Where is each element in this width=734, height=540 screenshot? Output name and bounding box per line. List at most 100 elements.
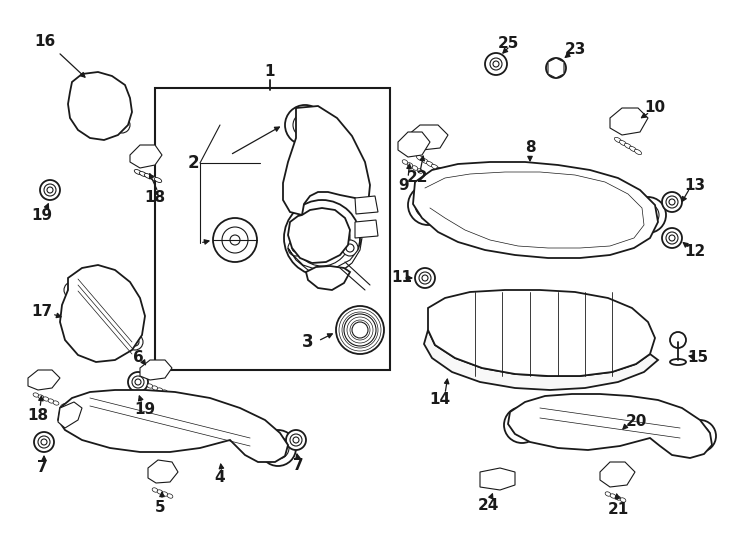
Polygon shape: [398, 132, 430, 157]
Ellipse shape: [167, 494, 172, 498]
Text: 12: 12: [684, 245, 705, 260]
Circle shape: [630, 197, 666, 233]
Circle shape: [44, 184, 56, 196]
Ellipse shape: [33, 393, 39, 397]
Circle shape: [300, 120, 310, 130]
Ellipse shape: [421, 158, 429, 164]
Polygon shape: [28, 370, 60, 390]
Ellipse shape: [157, 490, 163, 494]
Circle shape: [114, 117, 130, 133]
Ellipse shape: [629, 146, 636, 152]
Polygon shape: [508, 394, 712, 458]
Circle shape: [485, 53, 507, 75]
Text: 19: 19: [32, 207, 53, 222]
Circle shape: [131, 338, 139, 346]
Ellipse shape: [634, 150, 642, 154]
Circle shape: [364, 199, 376, 211]
Circle shape: [38, 436, 50, 448]
Polygon shape: [306, 266, 350, 290]
Ellipse shape: [413, 166, 418, 170]
Ellipse shape: [670, 359, 686, 365]
Circle shape: [352, 322, 368, 338]
Text: 2: 2: [187, 154, 199, 172]
Circle shape: [47, 187, 53, 193]
Circle shape: [670, 332, 686, 348]
Text: 15: 15: [688, 350, 708, 366]
Circle shape: [222, 227, 248, 253]
Ellipse shape: [154, 178, 161, 183]
Text: 23: 23: [564, 43, 586, 57]
Circle shape: [127, 334, 143, 350]
Text: 10: 10: [644, 100, 666, 116]
Ellipse shape: [551, 202, 579, 218]
Ellipse shape: [620, 498, 626, 502]
Circle shape: [213, 218, 257, 262]
Circle shape: [493, 218, 507, 232]
Ellipse shape: [407, 163, 413, 167]
Text: 24: 24: [477, 498, 498, 514]
Text: 11: 11: [391, 271, 413, 286]
Circle shape: [666, 196, 678, 208]
Text: 14: 14: [429, 393, 451, 408]
Text: 20: 20: [625, 415, 647, 429]
Circle shape: [419, 272, 431, 284]
Circle shape: [643, 210, 653, 220]
Circle shape: [662, 228, 682, 248]
Polygon shape: [355, 220, 378, 238]
Circle shape: [118, 121, 126, 129]
Polygon shape: [58, 402, 82, 428]
Text: 16: 16: [34, 35, 56, 50]
Circle shape: [267, 437, 289, 459]
Circle shape: [336, 306, 384, 354]
Circle shape: [690, 426, 710, 446]
Text: 4: 4: [214, 470, 225, 485]
Ellipse shape: [152, 488, 158, 492]
Ellipse shape: [83, 94, 97, 106]
Text: 18: 18: [145, 191, 166, 206]
Ellipse shape: [416, 156, 424, 160]
Circle shape: [292, 244, 300, 252]
Ellipse shape: [72, 420, 84, 428]
Circle shape: [273, 443, 283, 453]
Ellipse shape: [149, 176, 157, 180]
Circle shape: [684, 420, 716, 452]
Polygon shape: [408, 125, 448, 150]
Circle shape: [422, 275, 428, 281]
Ellipse shape: [60, 403, 76, 413]
Circle shape: [364, 223, 376, 235]
Polygon shape: [68, 72, 132, 140]
Circle shape: [260, 430, 296, 466]
Polygon shape: [288, 208, 350, 263]
Circle shape: [504, 407, 540, 443]
Circle shape: [415, 268, 435, 288]
Circle shape: [302, 136, 334, 168]
Circle shape: [132, 376, 144, 388]
Circle shape: [293, 437, 299, 443]
Bar: [155, 88, 390, 370]
Polygon shape: [424, 330, 658, 390]
Polygon shape: [60, 265, 145, 362]
Circle shape: [490, 58, 502, 70]
Circle shape: [288, 240, 304, 256]
Circle shape: [623, 213, 637, 227]
Ellipse shape: [481, 200, 509, 216]
Ellipse shape: [134, 170, 142, 174]
Ellipse shape: [162, 390, 168, 394]
Circle shape: [308, 142, 328, 162]
Circle shape: [637, 204, 659, 226]
Ellipse shape: [432, 164, 439, 170]
Circle shape: [669, 235, 675, 241]
Text: 7: 7: [293, 458, 303, 474]
Ellipse shape: [605, 492, 611, 496]
Circle shape: [76, 90, 84, 98]
Circle shape: [34, 432, 54, 452]
Ellipse shape: [417, 168, 423, 173]
Text: 3: 3: [302, 333, 314, 351]
Circle shape: [600, 212, 620, 232]
Text: 25: 25: [498, 37, 519, 51]
Ellipse shape: [139, 172, 147, 177]
Polygon shape: [148, 460, 178, 483]
Circle shape: [294, 210, 350, 266]
Circle shape: [284, 200, 360, 276]
Circle shape: [346, 244, 354, 252]
